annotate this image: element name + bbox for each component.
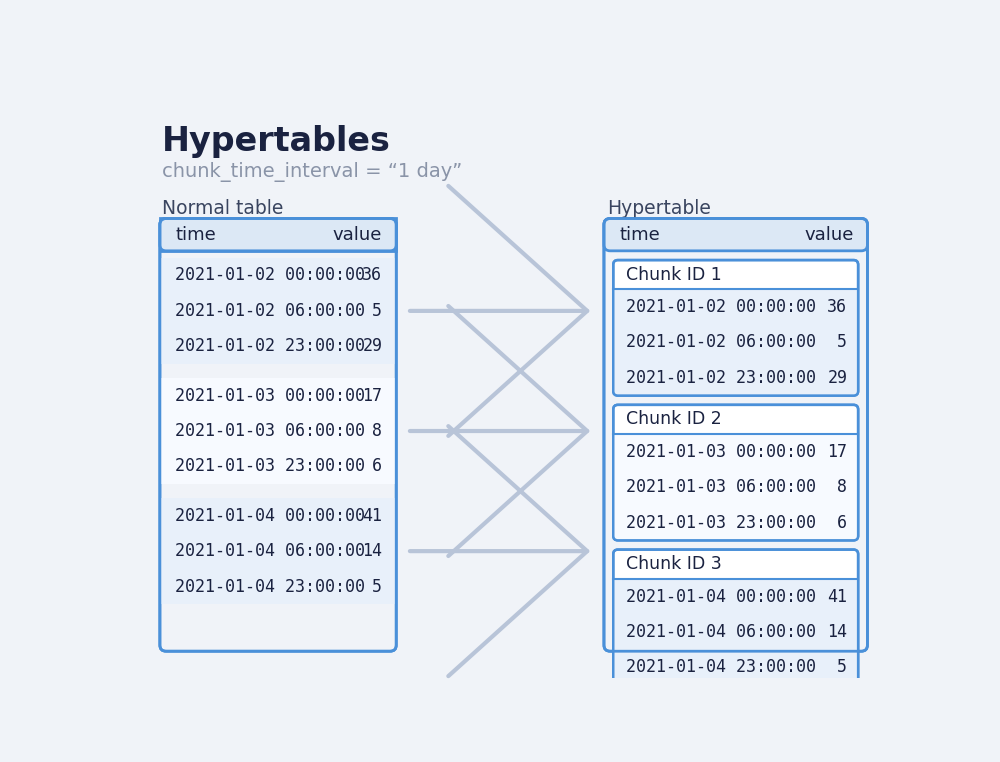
Bar bbox=[160, 219, 396, 251]
Text: 2021-01-02 23:00:00: 2021-01-02 23:00:00 bbox=[175, 338, 365, 355]
Text: 17: 17 bbox=[827, 443, 847, 461]
Text: 2021-01-04 00:00:00: 2021-01-04 00:00:00 bbox=[175, 507, 365, 525]
Text: chunk_time_interval = “1 day”: chunk_time_interval = “1 day” bbox=[162, 162, 462, 182]
Text: 5: 5 bbox=[372, 302, 382, 320]
Text: 2021-01-04 06:00:00: 2021-01-04 06:00:00 bbox=[626, 623, 816, 641]
Text: 2021-01-04 00:00:00: 2021-01-04 00:00:00 bbox=[626, 588, 816, 606]
Text: Chunk ID 3: Chunk ID 3 bbox=[626, 555, 721, 573]
FancyBboxPatch shape bbox=[604, 219, 867, 251]
FancyBboxPatch shape bbox=[613, 260, 858, 395]
Text: 2021-01-03 23:00:00: 2021-01-03 23:00:00 bbox=[175, 457, 365, 475]
Text: 6: 6 bbox=[372, 457, 382, 475]
Text: time: time bbox=[175, 226, 216, 244]
Text: 14: 14 bbox=[827, 623, 847, 641]
FancyBboxPatch shape bbox=[613, 405, 858, 540]
Text: 5: 5 bbox=[372, 578, 382, 596]
Bar bbox=[614, 434, 857, 540]
Text: 2021-01-03 23:00:00: 2021-01-03 23:00:00 bbox=[626, 514, 816, 532]
Text: 5: 5 bbox=[837, 334, 847, 351]
Bar bbox=[614, 579, 857, 685]
Text: 36: 36 bbox=[827, 298, 847, 316]
Text: 6: 6 bbox=[837, 514, 847, 532]
Text: 8: 8 bbox=[837, 479, 847, 496]
FancyBboxPatch shape bbox=[604, 219, 867, 652]
Text: 2021-01-02 00:00:00: 2021-01-02 00:00:00 bbox=[175, 267, 365, 284]
FancyBboxPatch shape bbox=[160, 219, 396, 251]
Bar bbox=[161, 258, 395, 364]
Text: 2021-01-02 06:00:00: 2021-01-02 06:00:00 bbox=[175, 302, 365, 320]
FancyBboxPatch shape bbox=[160, 219, 396, 652]
Text: Chunk ID 2: Chunk ID 2 bbox=[626, 411, 721, 428]
Text: 2021-01-04 23:00:00: 2021-01-04 23:00:00 bbox=[626, 658, 816, 677]
FancyBboxPatch shape bbox=[613, 549, 858, 685]
Text: value: value bbox=[333, 226, 382, 244]
Text: 5: 5 bbox=[837, 658, 847, 677]
Text: 2021-01-04 06:00:00: 2021-01-04 06:00:00 bbox=[175, 542, 365, 560]
Bar bbox=[161, 378, 395, 484]
Text: Chunk ID 1: Chunk ID 1 bbox=[626, 266, 721, 283]
Text: 2021-01-03 00:00:00: 2021-01-03 00:00:00 bbox=[626, 443, 816, 461]
Bar bbox=[161, 498, 395, 604]
Text: Hypertables: Hypertables bbox=[162, 125, 391, 158]
Text: 2021-01-03 06:00:00: 2021-01-03 06:00:00 bbox=[626, 479, 816, 496]
Text: 2021-01-02 00:00:00: 2021-01-02 00:00:00 bbox=[626, 298, 816, 316]
Text: 29: 29 bbox=[827, 369, 847, 387]
Text: Normal table: Normal table bbox=[162, 199, 284, 218]
Bar bbox=[614, 290, 857, 395]
Text: 2021-01-03 06:00:00: 2021-01-03 06:00:00 bbox=[175, 422, 365, 440]
Text: 2021-01-03 00:00:00: 2021-01-03 00:00:00 bbox=[175, 386, 365, 405]
Text: Hypertable: Hypertable bbox=[607, 199, 711, 218]
Text: 36: 36 bbox=[362, 267, 382, 284]
Text: 41: 41 bbox=[827, 588, 847, 606]
Text: 17: 17 bbox=[362, 386, 382, 405]
Text: 2021-01-04 23:00:00: 2021-01-04 23:00:00 bbox=[175, 578, 365, 596]
Text: 8: 8 bbox=[372, 422, 382, 440]
Text: 14: 14 bbox=[362, 542, 382, 560]
Text: 2021-01-02 23:00:00: 2021-01-02 23:00:00 bbox=[626, 369, 816, 387]
Text: 41: 41 bbox=[362, 507, 382, 525]
Text: time: time bbox=[619, 226, 660, 244]
Text: value: value bbox=[804, 226, 854, 244]
Text: 29: 29 bbox=[362, 338, 382, 355]
Text: 2021-01-02 06:00:00: 2021-01-02 06:00:00 bbox=[626, 334, 816, 351]
